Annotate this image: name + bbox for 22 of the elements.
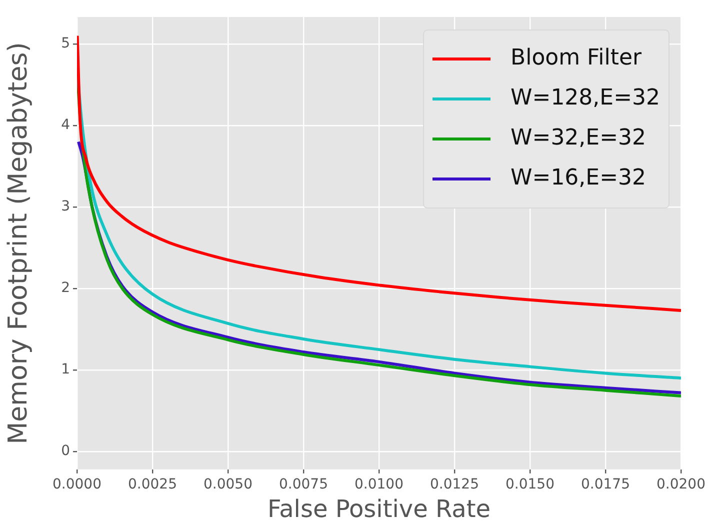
x-tick-label: 0.0050 [204, 476, 252, 492]
x-axis-title: False Positive Rate [267, 494, 491, 523]
y-tick-label: 0 [61, 443, 70, 460]
y-tick-label: 4 [61, 117, 70, 134]
x-tick-label: 0.0175 [581, 476, 630, 492]
legend-label: Bloom Filter [510, 46, 642, 71]
y-tick-label: 2 [61, 280, 70, 296]
x-tick-label: 0.0025 [128, 476, 177, 492]
x-tick-label: 0.0075 [279, 476, 328, 492]
y-tick-label: 1 [61, 362, 70, 378]
x-tick-label: 0.0150 [506, 476, 554, 492]
x-tick-label: 0.0100 [354, 476, 404, 492]
legend-label: W=16,E=32 [510, 166, 646, 191]
legend-label: W=32,E=32 [510, 126, 646, 151]
legend-label: W=128,E=32 [510, 86, 660, 111]
y-axis-title: Memory Footprint (Megabytes) [3, 42, 34, 444]
y-tick-label: 5 [61, 36, 70, 52]
line-series [77, 34, 681, 312]
x-tick-label: 0.0000 [52, 476, 102, 492]
y-tick-label: 3 [61, 198, 70, 215]
x-tick-label: 0.0200 [656, 476, 706, 492]
x-tick-label: 0.0125 [430, 476, 479, 492]
